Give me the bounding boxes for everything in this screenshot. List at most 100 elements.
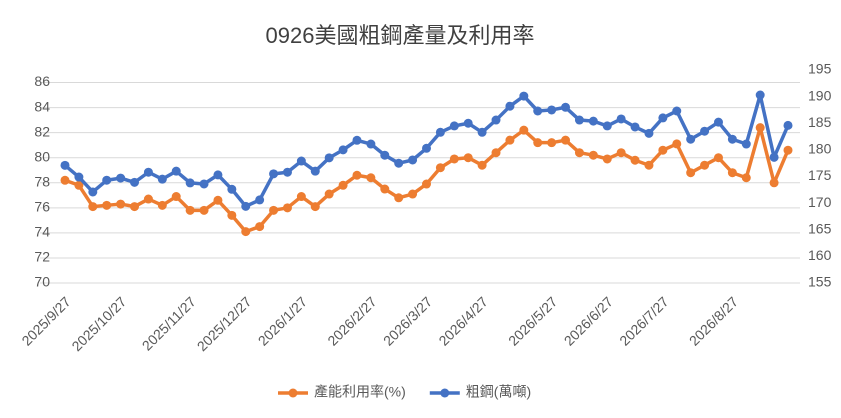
data-point [658, 113, 668, 123]
x-tick-label: 2025/9/27 [18, 293, 74, 349]
data-point [783, 120, 793, 130]
y2-tick-label: 155 [808, 274, 832, 290]
data-point [644, 160, 654, 170]
data-point [116, 199, 126, 209]
data-point [60, 175, 70, 185]
x-tick-label: 2026/2/27 [324, 293, 380, 349]
data-point [435, 127, 445, 137]
data-point [157, 174, 167, 184]
data-point [574, 115, 584, 125]
data-point [686, 168, 696, 178]
data-point [408, 155, 418, 165]
data-point [658, 145, 668, 155]
legend-label: 產能利用率(%) [314, 384, 406, 400]
x-tick-label: 2026/6/27 [561, 293, 617, 349]
data-point [296, 156, 306, 166]
data-point [644, 128, 654, 138]
data-point [477, 127, 487, 137]
y-tick-label: 70 [34, 274, 50, 290]
data-point [449, 121, 459, 131]
data-point [769, 178, 779, 188]
data-point [616, 114, 626, 124]
data-point [561, 102, 571, 112]
data-point [199, 205, 209, 215]
x-tick-label: 2026/8/27 [686, 293, 742, 349]
x-tick-label: 2025/10/27 [68, 293, 129, 354]
legend-label: 粗鋼(萬噸) [466, 384, 531, 400]
y2-tick-label: 165 [808, 220, 832, 236]
y2-tick-label: 160 [808, 247, 832, 263]
chart-title: 0926美國粗鋼產量及利用率 [266, 23, 535, 48]
data-point [282, 203, 292, 213]
data-point [727, 168, 737, 178]
x-tick-label: 2026/4/27 [435, 293, 491, 349]
x-tick-label: 2026/5/27 [505, 293, 561, 349]
data-point [672, 106, 682, 116]
data-point [88, 202, 98, 212]
x-tick-label: 2026/7/27 [616, 293, 672, 349]
data-point [241, 201, 251, 211]
legend-marker [288, 388, 298, 398]
data-point [491, 148, 501, 158]
y-tick-label: 72 [34, 249, 50, 265]
data-point [755, 90, 765, 100]
data-point [547, 138, 557, 148]
x-tick-label: 2026/3/27 [380, 293, 436, 349]
data-point [185, 178, 195, 188]
data-point [408, 189, 418, 199]
data-point [700, 126, 710, 136]
data-point [602, 121, 612, 131]
y2-tick-label: 170 [808, 194, 832, 210]
data-point [116, 173, 126, 183]
data-point [519, 125, 529, 135]
data-point [630, 122, 640, 132]
data-point [422, 143, 431, 153]
y2-tick-label: 175 [808, 167, 832, 183]
data-point [741, 173, 751, 183]
data-point [338, 145, 348, 155]
data-point [422, 179, 431, 189]
data-point [213, 195, 223, 205]
data-point [505, 135, 515, 145]
y-tick-label: 80 [34, 148, 50, 164]
data-point [602, 154, 612, 164]
data-point [185, 205, 195, 215]
data-point [463, 118, 473, 128]
data-point [213, 170, 223, 180]
data-point [755, 123, 765, 133]
y2-tick-label: 195 [808, 61, 832, 77]
y-tick-label: 78 [34, 173, 50, 189]
data-point [199, 179, 209, 189]
data-point [713, 117, 723, 127]
x-tick-label: 2026/1/27 [255, 293, 311, 349]
data-point [769, 152, 779, 162]
legend-marker [440, 388, 450, 398]
data-point [449, 154, 459, 164]
data-point [561, 135, 571, 145]
data-point [255, 195, 265, 205]
data-point [727, 134, 737, 144]
data-point [380, 150, 390, 160]
data-point [588, 116, 598, 126]
data-point [102, 175, 112, 185]
data-point [616, 148, 626, 158]
data-point [102, 200, 112, 210]
data-point [324, 153, 334, 163]
y-tick-label: 74 [34, 224, 50, 240]
data-point [672, 139, 682, 149]
data-point [310, 202, 320, 212]
data-point [143, 194, 153, 204]
data-point [477, 160, 487, 170]
x-tick-label: 2025/12/27 [194, 293, 255, 354]
data-point [310, 166, 320, 176]
data-point [324, 189, 334, 199]
data-point [366, 173, 376, 183]
data-point [394, 193, 404, 203]
data-point [394, 158, 404, 168]
data-point [713, 153, 723, 163]
data-point [783, 145, 793, 155]
data-point [533, 138, 543, 148]
data-point [130, 202, 140, 212]
data-point [282, 167, 292, 177]
data-point [352, 170, 362, 180]
